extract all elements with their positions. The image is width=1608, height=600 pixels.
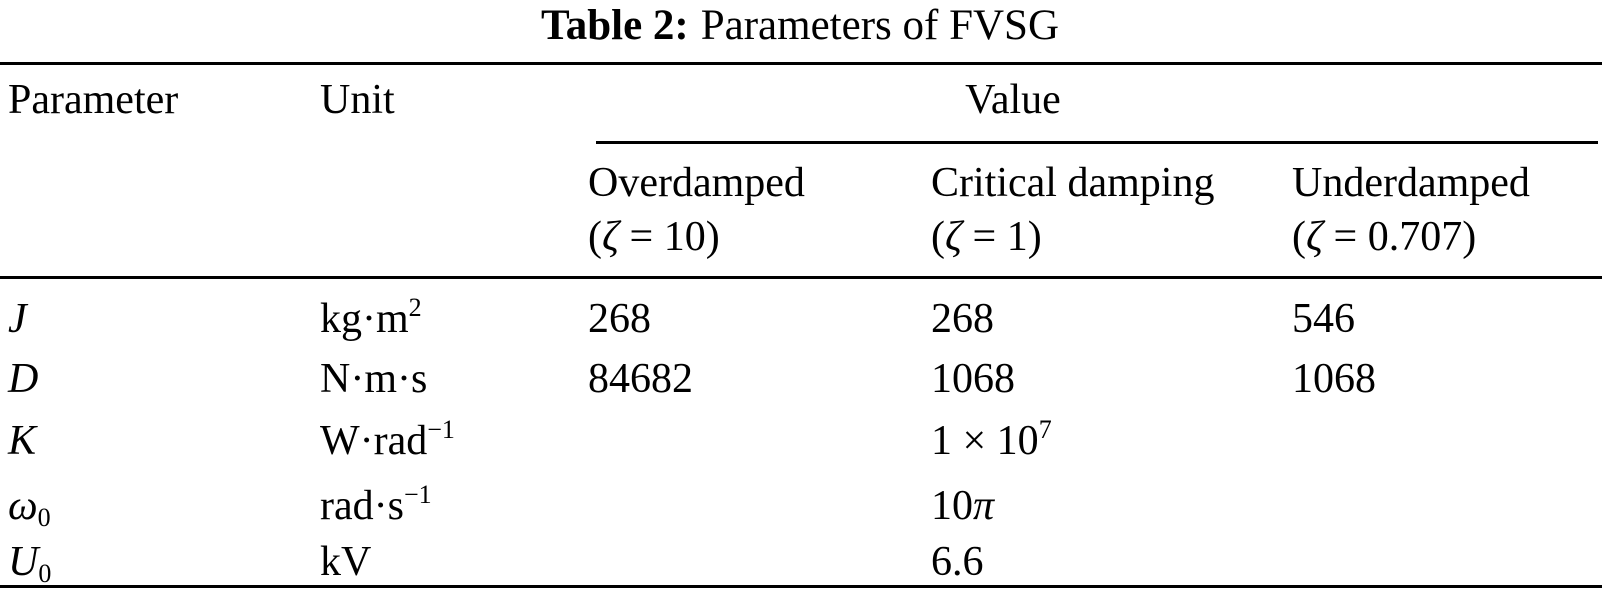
unit-exponent: −1 bbox=[427, 415, 455, 444]
unit-exponent: 2 bbox=[408, 293, 422, 322]
paren: ( bbox=[588, 214, 602, 260]
zeta-symbol: ζ bbox=[602, 214, 620, 260]
value-J-overdamped: 268 bbox=[588, 296, 651, 342]
unit-base: kV bbox=[320, 539, 372, 585]
value-D-critical: 1068 bbox=[931, 356, 1015, 402]
subcol-ratio-critical: (ζ = 1) bbox=[931, 211, 1042, 263]
col-header-parameter: Parameter bbox=[8, 77, 179, 123]
subcol-header-underdamped: Underdamped bbox=[1292, 160, 1530, 206]
table-top-rule bbox=[0, 62, 1602, 65]
table-bottom-rule bbox=[0, 585, 1602, 588]
math-var: J bbox=[8, 296, 27, 342]
unit-exponent: −1 bbox=[403, 480, 432, 509]
math-var: D bbox=[8, 356, 39, 402]
ratio-value: = 1) bbox=[962, 214, 1042, 260]
value-U0-critical: 6.6 bbox=[931, 539, 984, 585]
subcol-header-critical: Critical damping bbox=[931, 160, 1215, 206]
value-span-rule bbox=[596, 141, 1598, 144]
zeta-symbol: ζ bbox=[1306, 214, 1324, 260]
ratio-value: = 0.707) bbox=[1323, 214, 1477, 260]
paren: ( bbox=[931, 214, 945, 260]
subcol-ratio-overdamped: (ζ = 10) bbox=[588, 211, 720, 263]
var-subscript: 0 bbox=[38, 559, 52, 588]
unit-omega0: rad·s−1 bbox=[320, 480, 432, 532]
value-omega0-critical: 10π bbox=[931, 480, 994, 532]
col-header-value: Value bbox=[965, 77, 1061, 123]
unit-K: W·rad−1 bbox=[320, 415, 455, 467]
table-caption-number: Table 2: bbox=[540, 2, 689, 49]
unit-U0: kV bbox=[320, 536, 371, 588]
unit-base: kg·m bbox=[320, 296, 409, 342]
value-J-critical: 268 bbox=[931, 296, 994, 342]
value-K-critical: 1 × 107 bbox=[931, 415, 1052, 467]
math-var: ω bbox=[8, 483, 38, 529]
math-var: K bbox=[8, 418, 37, 464]
param-symbol-U0: U0 bbox=[8, 536, 51, 588]
subcol-ratio-underdamped: (ζ = 0.707) bbox=[1292, 211, 1476, 263]
unit-base: rad·s bbox=[320, 483, 404, 529]
var-subscript: 0 bbox=[37, 503, 51, 532]
paren: ( bbox=[1292, 214, 1306, 260]
ratio-value: = 10) bbox=[619, 214, 720, 260]
value-base: 10 bbox=[931, 483, 973, 529]
unit-base: W·rad bbox=[320, 418, 428, 464]
param-symbol-omega0: ω0 bbox=[8, 480, 51, 532]
subcol-header-overdamped: Overdamped bbox=[588, 160, 805, 206]
table-mid-rule bbox=[0, 276, 1602, 279]
unit-J: kg·m2 bbox=[320, 293, 422, 345]
table-caption-title: Parameters of FVSG bbox=[700, 2, 1060, 49]
math-var: U bbox=[8, 539, 39, 585]
value-base: 1 × 10 bbox=[931, 418, 1039, 464]
value-J-underdamped: 546 bbox=[1292, 296, 1355, 342]
unit-base: N·m·s bbox=[320, 356, 428, 402]
table-caption: Table 2: Parameters of FVSG bbox=[0, 0, 1600, 52]
param-symbol-D: D bbox=[8, 353, 38, 405]
col-header-unit: Unit bbox=[320, 77, 395, 123]
unit-D: N·m·s bbox=[320, 353, 427, 405]
param-symbol-K: K bbox=[8, 415, 36, 467]
value-D-underdamped: 1068 bbox=[1292, 356, 1376, 402]
pi-symbol: π bbox=[973, 483, 995, 529]
param-symbol-J: J bbox=[8, 293, 27, 345]
value-exponent: 7 bbox=[1038, 415, 1052, 444]
value-D-overdamped: 84682 bbox=[588, 356, 693, 402]
zeta-symbol: ζ bbox=[945, 214, 963, 260]
